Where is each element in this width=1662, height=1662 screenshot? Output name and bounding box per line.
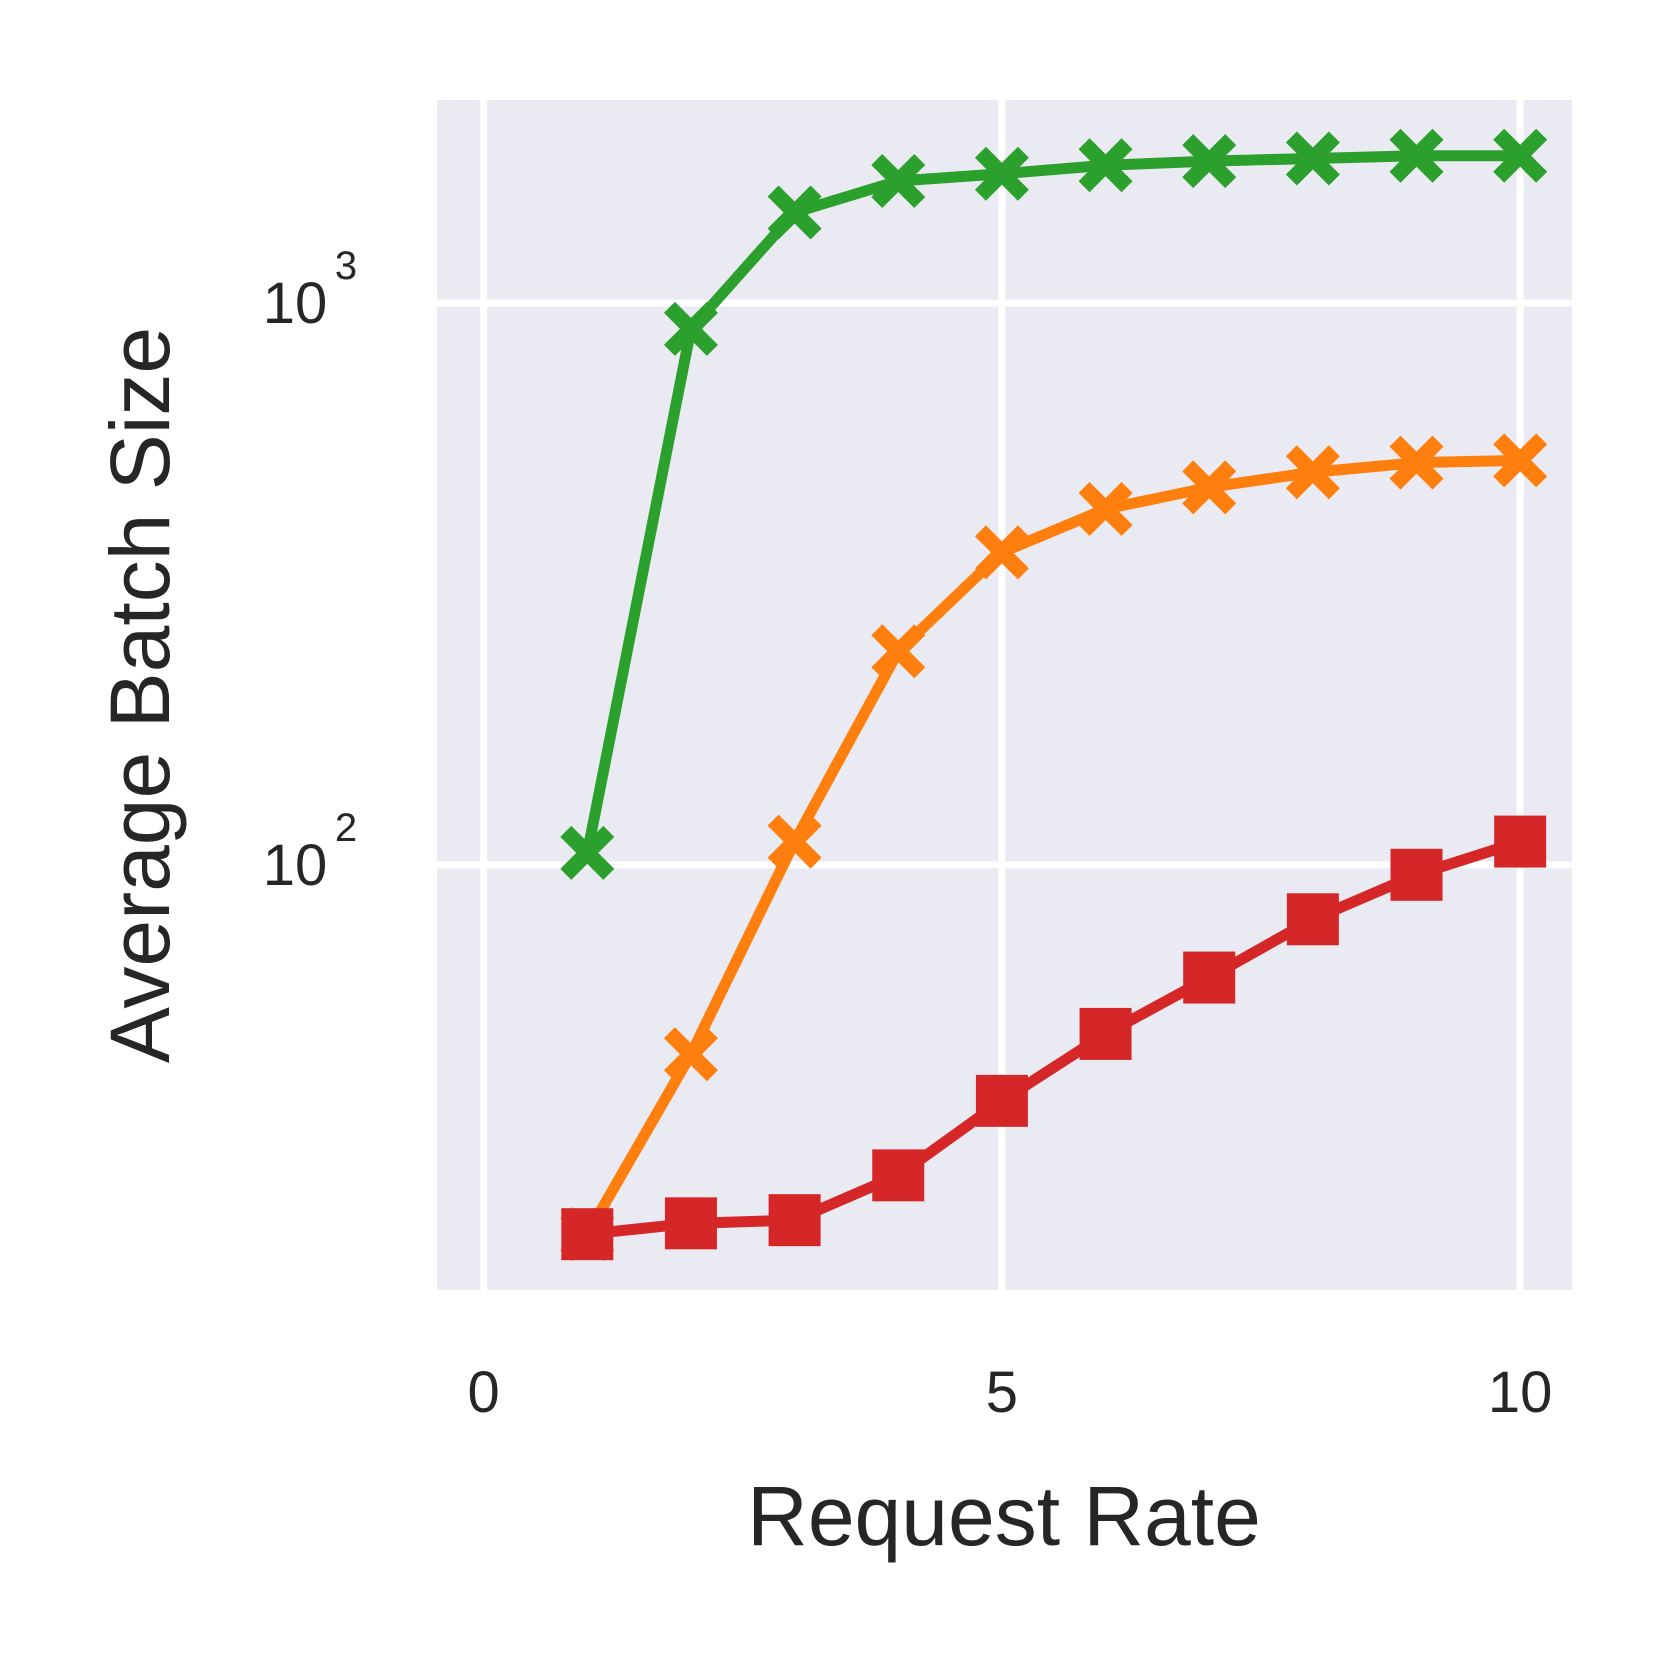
y-tick-label-base: 10 — [263, 833, 328, 898]
data-point-x — [1078, 482, 1133, 537]
x-tick-label: 0 — [468, 1360, 500, 1425]
data-point-square — [1390, 848, 1443, 901]
data-point-square — [1183, 951, 1236, 1004]
x-tick-label: 10 — [1488, 1360, 1553, 1425]
y-axis-label: Average Batch Size — [93, 327, 187, 1063]
data-point-square — [768, 1194, 821, 1247]
data-point-x — [871, 154, 926, 209]
data-point-x — [871, 624, 926, 679]
y-tick-label-exponent: 2 — [335, 806, 357, 850]
data-point-x — [560, 825, 615, 880]
data-point-square — [1079, 1007, 1132, 1060]
data-point-square — [664, 1197, 717, 1250]
data-point-square — [1286, 893, 1339, 946]
data-point-x — [1493, 433, 1548, 488]
y-tick-label-exponent: 3 — [335, 244, 357, 288]
series-line-1 — [581, 150, 1526, 859]
data-point-x — [663, 1027, 718, 1082]
series-layer — [560, 128, 1548, 1262]
data-point-x — [663, 301, 718, 356]
data-point-square — [1494, 815, 1547, 868]
x-axis-label: Request Rate — [747, 1469, 1261, 1563]
grid-lines — [437, 100, 1572, 1290]
data-point-square — [561, 1208, 614, 1261]
series-line-2 — [581, 454, 1526, 1240]
data-point-x — [1285, 131, 1340, 186]
data-point-x — [1389, 435, 1444, 490]
data-point-square — [872, 1149, 925, 1202]
series-line-3 — [581, 836, 1526, 1240]
data-point-square — [975, 1074, 1028, 1127]
data-point-x — [1389, 128, 1444, 183]
data-point-x — [1285, 445, 1340, 500]
data-point-x — [1182, 460, 1237, 515]
y-tick-label-base: 10 — [263, 271, 328, 336]
x-tick-label: 5 — [986, 1360, 1018, 1425]
data-point-x — [974, 146, 1029, 201]
data-point-x — [767, 814, 822, 869]
data-point-x — [767, 185, 822, 240]
data-point-x — [1078, 138, 1133, 193]
data-point-x — [1493, 128, 1548, 183]
data-point-x — [1182, 134, 1237, 189]
data-point-x — [974, 525, 1029, 580]
